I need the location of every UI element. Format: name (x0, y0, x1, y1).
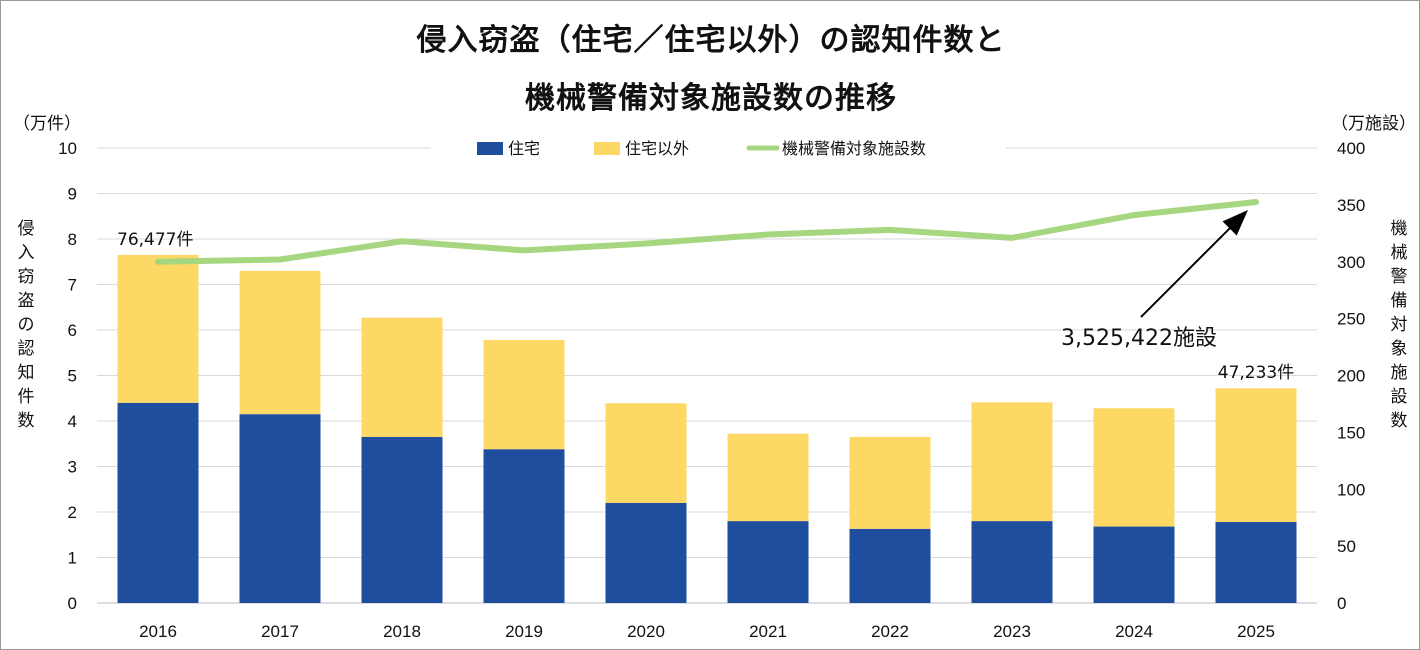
line-point (888, 228, 892, 232)
bar-non-residential (605, 403, 687, 503)
legend-box (431, 129, 1006, 163)
left-axis-unit: （万件） (13, 114, 81, 134)
bar-non-residential (117, 254, 199, 403)
x-tick-label: 2021 (749, 622, 787, 641)
right-tick-label: 150 (1337, 423, 1365, 442)
bar-non-residential (1215, 388, 1297, 523)
legend-label-non-residential: 住宅以外 (625, 139, 689, 158)
x-tick-label: 2018 (383, 622, 421, 641)
bar-non-residential (483, 340, 565, 450)
bar-residential (117, 402, 199, 603)
right-tick-label: 350 (1337, 196, 1365, 215)
line-point (278, 257, 282, 261)
right-tick-label: 250 (1337, 310, 1365, 329)
chart-title-line2: 機械警備対象施設数の推移 (525, 81, 897, 116)
line-point (400, 239, 404, 243)
right-tick-label: 400 (1337, 139, 1365, 158)
line-point (1010, 236, 1014, 240)
line-facilities (155, 199, 1259, 265)
x-tick-label: 2017 (261, 622, 299, 641)
bar-residential (849, 528, 931, 603)
bar-residential (361, 436, 443, 603)
right-tick-label: 200 (1337, 367, 1365, 386)
left-tick-label: 2 (68, 503, 77, 522)
bar-residential (971, 521, 1053, 603)
legend-label-facilities: 機械警備対象施設数 (782, 139, 926, 158)
legend-swatch-residential (477, 142, 503, 155)
bar-residential (605, 502, 687, 603)
legend-swatch-non-residential (594, 142, 620, 155)
left-tick-label: 8 (68, 230, 77, 249)
right-tick-label: 0 (1337, 594, 1346, 613)
right-axis-unit: （万施設） (1331, 114, 1416, 134)
bar-non-residential (239, 270, 321, 415)
legend-label-residential: 住宅 (508, 139, 540, 158)
annotation-last-total: 47,233件 (1218, 363, 1294, 383)
bar-residential (1215, 522, 1297, 603)
bar-residential (483, 449, 565, 603)
x-tick-label: 2019 (505, 622, 543, 641)
left-tick-label: 10 (58, 139, 77, 158)
annotation-last-facilities: 3,525,422施設 (1061, 326, 1217, 351)
right-axis-label: 機械警備対象施設数 (1390, 219, 1408, 431)
bar-non-residential (361, 317, 443, 437)
bar-residential (239, 414, 321, 603)
x-tick-label: 2023 (993, 622, 1031, 641)
line-point (1132, 213, 1136, 217)
line-point (156, 260, 160, 264)
chart-title-line1: 侵入窃盗（住宅／住宅以外）の認知件数と (416, 23, 1006, 58)
x-tick-label: 2016 (139, 622, 177, 641)
bar-non-residential (849, 436, 931, 529)
left-tick-label: 6 (68, 321, 77, 340)
left-tick-label: 9 (68, 185, 77, 204)
annotation-first-total: 76,477件 (117, 230, 193, 250)
right-tick-label: 100 (1337, 480, 1365, 499)
left-tick-label: 3 (68, 458, 77, 477)
right-tick-label: 300 (1337, 253, 1365, 272)
line-point (644, 242, 648, 246)
x-tick-label: 2024 (1115, 622, 1153, 641)
line-point (766, 232, 770, 236)
left-axis-label: 侵入窃盗の認知件数 (17, 219, 35, 431)
bar-non-residential (727, 433, 809, 522)
left-tick-label: 5 (68, 367, 77, 386)
line-point (522, 248, 526, 252)
bar-residential (1093, 526, 1175, 603)
left-tick-label: 4 (68, 412, 77, 431)
bar-non-residential (971, 402, 1053, 522)
left-tick-label: 7 (68, 276, 77, 295)
bar-residential (727, 521, 809, 603)
x-tick-label: 2020 (627, 622, 665, 641)
right-tick-label: 50 (1337, 537, 1356, 556)
annotation-arrow-shaft (1140, 223, 1235, 318)
line-point (1254, 200, 1258, 204)
left-tick-label: 0 (68, 594, 77, 613)
x-tick-label: 2025 (1237, 622, 1275, 641)
annotation-arrow-head (1222, 210, 1248, 236)
bar-non-residential (1093, 408, 1175, 527)
left-tick-label: 1 (68, 549, 77, 568)
x-tick-label: 2022 (871, 622, 909, 641)
